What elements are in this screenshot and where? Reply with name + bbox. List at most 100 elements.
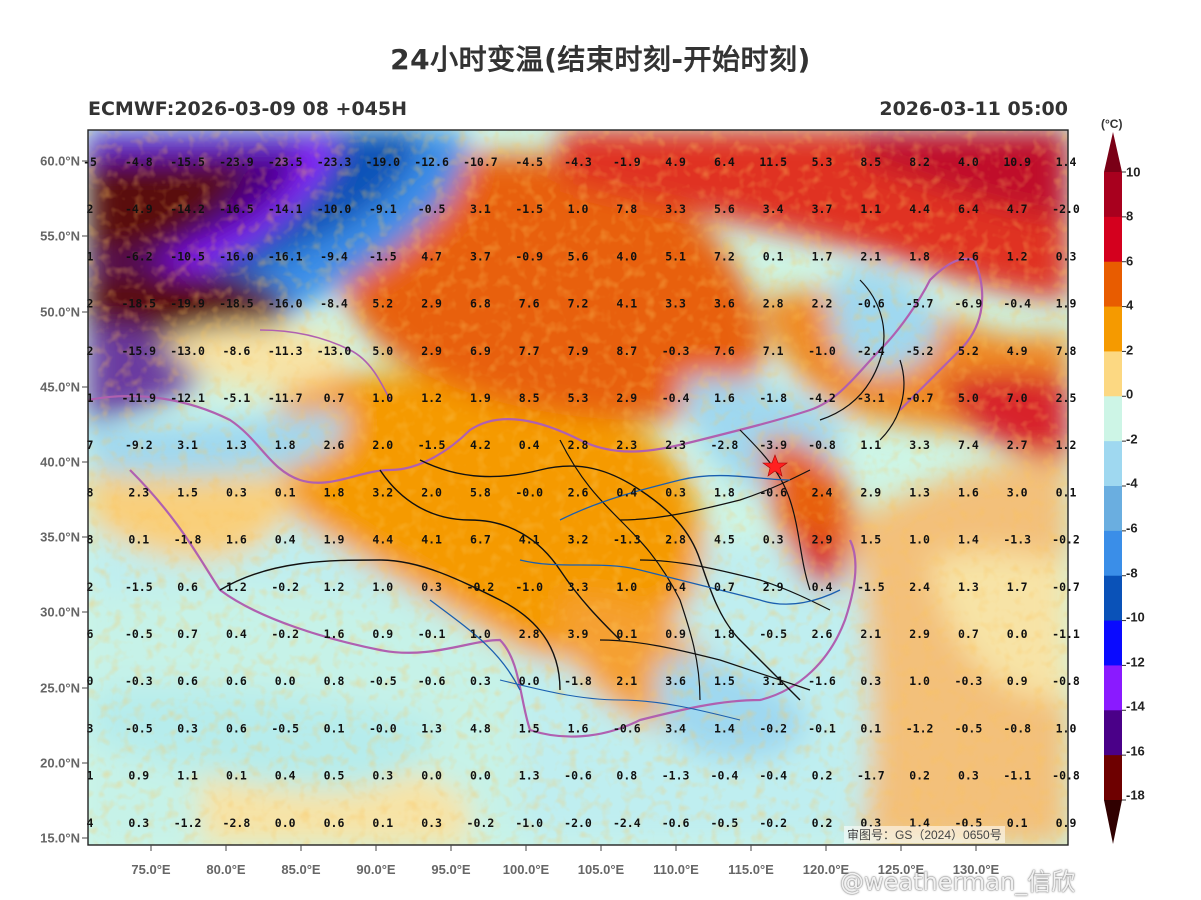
grid-value: -0.3 [125,674,153,688]
grid-value: 2 [87,202,94,216]
grid-value: -1.5 [857,580,885,594]
grid-value: 5.2 [958,344,979,358]
grid-value: -15.9 [121,344,156,358]
grid-value: -3.1 [857,391,885,405]
grid-value: 0.3 [665,485,686,499]
grid-value: -19.9 [170,297,205,311]
grid-value: 2 [87,344,94,358]
colorbar-label: -14 [1126,698,1145,714]
grid-value: 0.7 [958,627,979,641]
grid-value: -1.1 [1052,627,1080,641]
grid-value: 0.0 [519,674,540,688]
lat-label: 20.0°N [40,755,80,771]
grid-value: 6.8 [470,297,491,311]
grid-value: 1.4 [1056,155,1077,169]
grid-value: -23.3 [317,155,352,169]
grid-value: 0.3 [860,674,881,688]
lon-label: 110.0°E [653,862,699,877]
grid-value: 1.2 [324,580,345,594]
grid-value: 3.0 [1007,485,1028,499]
grid-value: -10.5 [170,249,205,263]
lon-label: 90.0°E [356,862,396,877]
grid-value: -12.1 [170,391,205,405]
grid-value: 6.7 [470,533,491,547]
grid-value: 6.4 [958,202,979,216]
grid-value: -11.7 [268,391,303,405]
grid-value: 3.2 [568,533,589,547]
shaded-field [88,130,1068,845]
grid-value: -5.1 [223,391,251,405]
grid-value: 1.8 [714,485,735,499]
grid-value: 1.6 [324,627,345,641]
grid-value: 0.0 [421,769,442,783]
grid-value: 2.8 [665,533,686,547]
grid-value: 1.0 [568,202,589,216]
colorbar-label: 0 [1126,386,1134,402]
grid-value: 5.0 [958,391,979,405]
grid-value: 0.1 [1007,816,1028,830]
grid-value: 3.3 [665,202,686,216]
grid-value: 2.9 [812,533,833,547]
grid-value: -5 [83,155,97,169]
grid-value: 7.4 [958,438,979,452]
grid-value: -16.5 [219,202,254,216]
grid-value: 6.9 [470,344,491,358]
grid-value: 2.4 [909,580,930,594]
grid-value: -0.2 [467,816,495,830]
lon-label: 95.0°E [431,862,471,877]
lon-label: 80.0°E [206,862,246,877]
lon-label: 120.0°E [802,862,850,877]
grid-value: -0.6 [662,816,690,830]
lat-label: 55.0°N [40,228,80,244]
grid-value: -16.0 [219,249,254,263]
grid-value: 0.8 [324,674,345,688]
grid-value: 0.3 [372,769,393,783]
grid-value: -9.1 [369,202,397,216]
grid-value: 8 [87,533,94,547]
grid-value: -11.3 [268,344,303,358]
author-credit: @weatherman_信欣 [840,868,1076,896]
grid-value: 1.8 [324,485,345,499]
grid-value: -1.5 [125,580,153,594]
grid-value: -13.0 [170,344,205,358]
grid-value: 0.4 [275,769,296,783]
grid-value: 7.9 [568,344,589,358]
grid-value: 1.9 [1056,297,1077,311]
grid-value: -1.2 [174,816,202,830]
grid-value: -4.2 [808,391,836,405]
colorbar-segment [1104,710,1122,756]
grid-value: -0.5 [955,721,983,735]
colorbar-segment [1104,216,1122,263]
grid-value: 0.0 [275,816,296,830]
grid-value: 0.3 [128,816,149,830]
grid-value: -0.6 [857,297,885,311]
grid-value: 1.3 [519,769,540,783]
grid-value: 4.4 [909,202,930,216]
grid-value: 7.8 [1056,344,1077,358]
grid-value: 4.0 [958,155,979,169]
grid-value: -0.5 [759,627,787,641]
grid-value: 0.3 [958,769,979,783]
grid-value: -10.0 [317,202,352,216]
grid-value: 5.8 [470,485,491,499]
grid-value: 2 [87,297,94,311]
grid-value: -0.5 [125,627,153,641]
grid-value: -0.4 [1003,297,1031,311]
lat-label: 40.0°N [40,454,80,470]
grid-value: 3.9 [568,627,589,641]
grid-value: -18.5 [219,297,254,311]
grid-value: -1.2 [906,721,934,735]
grid-value: 0.2 [909,769,930,783]
grid-value: -0.1 [418,627,446,641]
grid-value: 5.3 [812,155,833,169]
colorbar-segment [1104,441,1122,487]
grid-value: 0.1 [1056,485,1077,499]
colorbar-label: -10 [1126,609,1145,625]
grid-value: 2.7 [1007,438,1028,452]
grid-value: -1.0 [808,344,836,358]
grid-value: 4.1 [519,533,540,547]
grid-value: 0.3 [421,816,442,830]
grid-value: -1.5 [369,249,397,263]
grid-value: 2.9 [909,627,930,641]
